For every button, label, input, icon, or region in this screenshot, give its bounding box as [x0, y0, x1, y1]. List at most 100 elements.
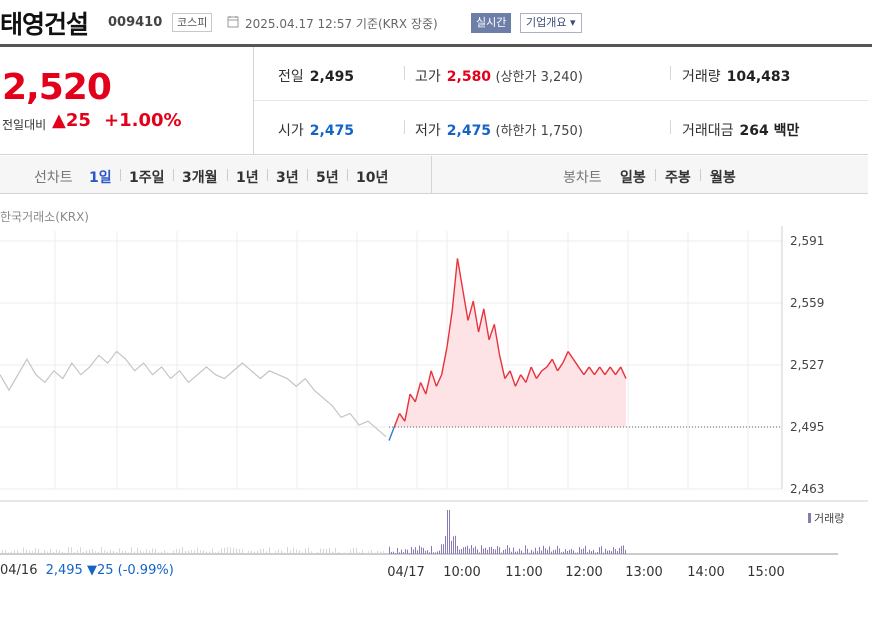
volume-bar [545, 548, 546, 554]
volume-bar [525, 545, 526, 554]
volume-bar [230, 547, 231, 554]
tab-1d[interactable]: 1일 [89, 170, 112, 186]
series-today-segment [404, 393, 411, 422]
volume-bar [573, 550, 574, 554]
series-today-segment [535, 370, 543, 379]
chart-period-tabs: 선차트 1일 1주일 3개월 1년 3년 5년 10년 봉차트 일봉 주봉 월봉 [0, 156, 868, 194]
volume-bar [158, 552, 159, 554]
prev-close-value: 2,495 [309, 69, 355, 85]
x-tick-label: 12:00 [565, 565, 602, 580]
volume-bar [609, 550, 610, 554]
timestamp: 2025.04.17 12:57 기준(KRX 장중) [245, 17, 438, 31]
series-today-segment [393, 413, 401, 428]
volume-bar [431, 545, 432, 554]
lower-limit: (하한가 1,750) [495, 124, 583, 139]
stock-name: 태영건설 [0, 10, 89, 39]
series-today-segment [509, 370, 517, 387]
volume-bar [527, 548, 528, 554]
volume-bar [397, 548, 398, 554]
volume-bar [362, 550, 363, 554]
volume-bar [335, 548, 336, 554]
tab-3m[interactable]: 3개월 [182, 170, 218, 186]
volume-bar [449, 510, 450, 554]
volume-bar [194, 550, 195, 554]
series-today-segment [435, 374, 443, 387]
volume-bar [621, 545, 622, 554]
volume-bar [185, 551, 186, 554]
tab-3y[interactable]: 3년 [276, 170, 299, 186]
volume-bar [284, 552, 285, 554]
price-panel: 2,520 전일대비 ▲25 +1.00% 전일 2,495 고가 2,580 (상… [0, 47, 868, 155]
stock-header: 태영건설 009410 코스피 2025.04.17 12:57 기준(KRX … [0, 0, 872, 46]
volume-bar [131, 547, 132, 554]
volume-bar [191, 550, 192, 554]
realtime-button[interactable]: 실시간 [471, 13, 512, 33]
volume-bar [599, 547, 600, 554]
volume-bar [206, 551, 207, 554]
price-chart-svg[interactable]: 2,463 2,495 2,527 2,559 2,591 04/17 10:00 11:00… [0, 194, 868, 617]
series-today-segment [498, 355, 506, 379]
volume-bar [38, 549, 39, 554]
amount-cell: 거래대금 264 백만 [682, 120, 799, 140]
volume-bar [71, 547, 72, 554]
open-cell: 시가 2,475 [278, 120, 354, 140]
volume-bar [605, 548, 606, 554]
volume-bar [92, 548, 93, 554]
volume-bar [149, 550, 150, 554]
tab-daily-candle[interactable]: 일봉 [620, 170, 646, 186]
series-today-segment [440, 347, 448, 375]
volume-bar [23, 547, 24, 554]
line-chart-label: 선차트 [34, 170, 73, 186]
series-today-segment [488, 324, 495, 341]
stock-code: 009410 [108, 15, 163, 30]
tab-5y[interactable]: 5년 [316, 170, 339, 186]
series-today-segment [609, 366, 617, 376]
x-tick-label: 11:00 [505, 565, 542, 580]
low-label: 저가 [415, 123, 441, 139]
tab-10y[interactable]: 10년 [356, 170, 389, 186]
y-tick-label: 2,495 [790, 420, 824, 434]
volume-bar [517, 551, 518, 554]
volume-bar [567, 550, 568, 554]
series-today-segment [483, 308, 490, 340]
volume-bar [266, 551, 267, 554]
volume-bar [137, 547, 138, 554]
volume-bar [473, 547, 474, 554]
volume-bar [445, 535, 446, 554]
series-today-segment [551, 358, 559, 372]
volume-bar [437, 551, 438, 554]
volume-bar [98, 551, 99, 554]
tab-monthly-candle[interactable]: 월봉 [710, 170, 736, 186]
volume-bar [224, 547, 225, 554]
volume-bar [597, 551, 598, 554]
volume-bar [302, 552, 303, 554]
volume-bar [308, 547, 309, 554]
volume-bar [529, 552, 530, 554]
volume-bar [272, 552, 273, 554]
volume-bar [577, 552, 578, 554]
x-tick-label: 10:00 [443, 565, 480, 580]
volume-bar [182, 547, 183, 554]
volume-bar [188, 550, 189, 554]
volume-bar [499, 547, 500, 554]
tab-weekly-candle[interactable]: 주봉 [665, 170, 691, 186]
amount-value: 264 백만 [739, 123, 800, 139]
company-info-dropdown[interactable]: 기업개요 ▾ [520, 13, 582, 33]
volume-bar [179, 549, 180, 554]
volume-bar [623, 545, 624, 554]
volume-bar [293, 547, 294, 554]
volume-bar [563, 551, 564, 554]
volume-bar [521, 550, 522, 554]
volume-bar [443, 544, 444, 554]
volume-bar [254, 551, 255, 554]
tab-1w[interactable]: 1주일 [129, 170, 165, 186]
volume-bar [383, 551, 384, 554]
volume-bar [429, 552, 430, 554]
tab-1y[interactable]: 1년 [236, 170, 259, 186]
volume-bar [329, 547, 330, 554]
amount-label: 거래대금 [682, 123, 734, 139]
volume-bar [104, 550, 105, 554]
volume-bar [523, 552, 524, 554]
volume-bar [611, 551, 612, 554]
y-tick-label: 2,527 [790, 358, 824, 372]
